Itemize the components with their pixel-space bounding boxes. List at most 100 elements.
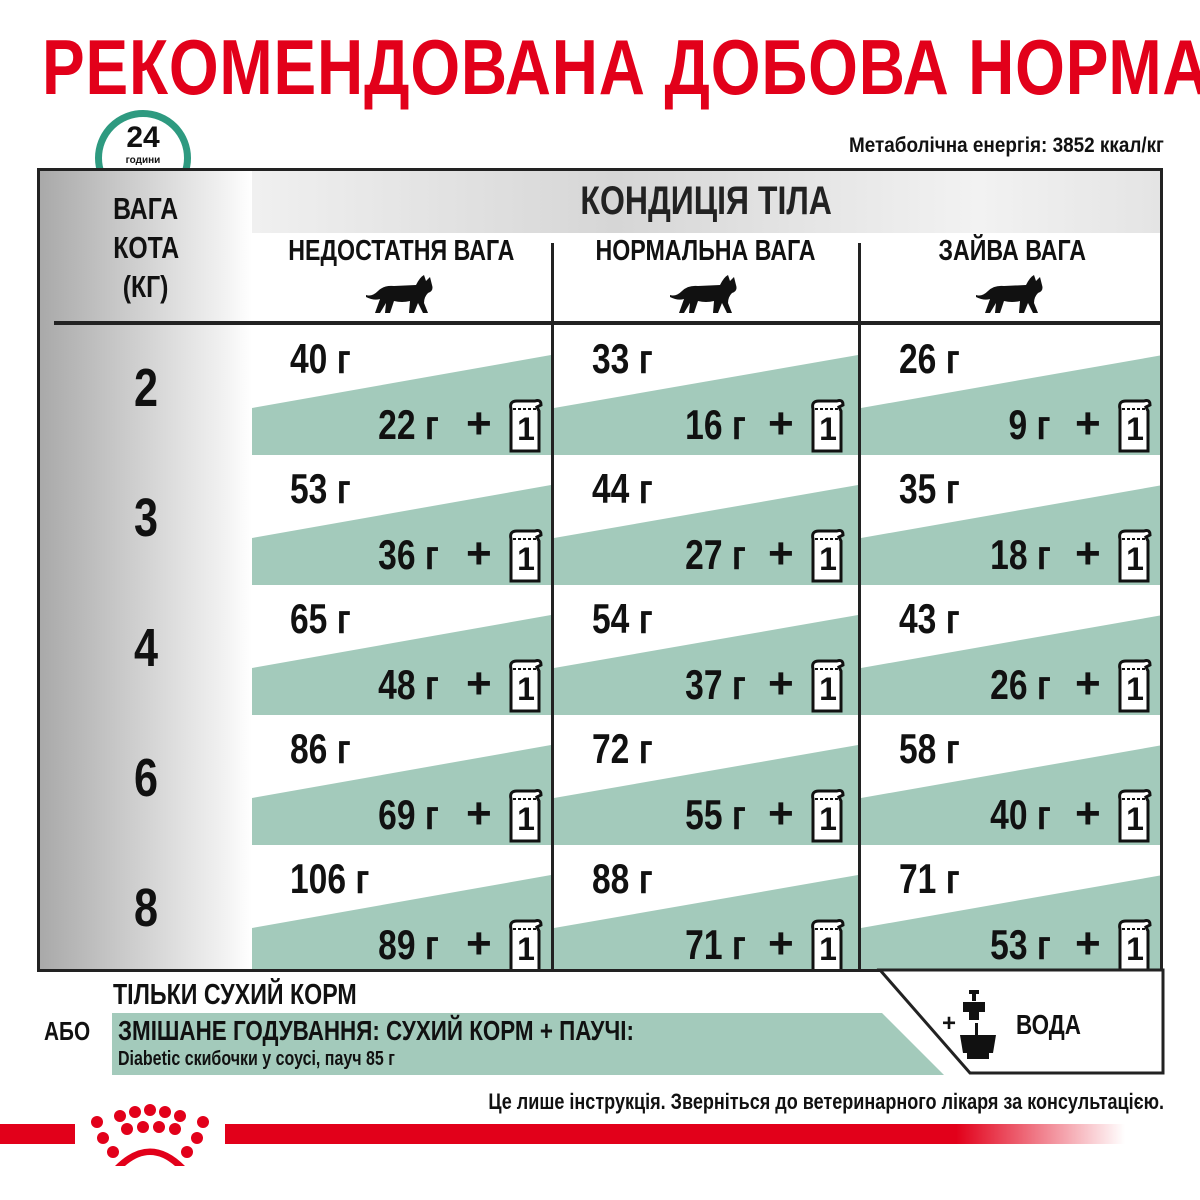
plus-sign: + — [466, 789, 492, 838]
cat-weight: 3 — [133, 488, 159, 548]
pouch-icon: 1 — [809, 527, 845, 585]
plus-sign: + — [768, 789, 794, 838]
dry-only-amount: 54 г — [592, 595, 653, 642]
mixed-dry-amount: 27 г — [685, 531, 746, 578]
dry-only-amount: 86 г — [290, 725, 351, 772]
feeding-cell: 71 г 53 г +1 — [861, 845, 1160, 969]
feeding-cell: 54 г 37 г +1 — [554, 585, 858, 715]
feeding-cell: 33 г 16 г +1 — [554, 325, 858, 455]
dry-only-amount: 65 г — [290, 595, 351, 642]
mixed-dry-amount: 22 г — [378, 401, 439, 448]
page-title: РЕКОМЕНДОВАНА ДОБОВА НОРМА — [42, 23, 1200, 111]
mixed-dry-amount: 55 г — [685, 791, 746, 838]
water-plus: + — [942, 1010, 957, 1037]
metabolic-energy: Метаболічна енергія: 3852 ккал/кг — [849, 134, 1164, 157]
dry-only-amount: 58 г — [899, 725, 960, 772]
weight-header: ВАГА КОТА (КГ) — [113, 191, 179, 304]
mixed-dry-amount: 40 г — [990, 791, 1051, 838]
plus-sign: + — [768, 399, 794, 448]
divider — [54, 321, 1160, 325]
plus-sign: + — [1075, 659, 1101, 708]
plus-sign: + — [1075, 919, 1101, 968]
dry-only-amount: 106 г — [290, 855, 370, 902]
cat-weight: 6 — [133, 748, 159, 808]
water-box — [876, 968, 1165, 1075]
dry-only-amount: 44 г — [592, 465, 653, 512]
column-header: НЕДОСТАТНЯ ВАГА — [252, 233, 551, 323]
pouch-icon: 1 — [1116, 917, 1152, 969]
or-label: АБО — [44, 1016, 91, 1046]
mixed-dry-amount: 37 г — [685, 661, 746, 708]
feeding-cell: 26 г 9 г +1 — [861, 325, 1160, 455]
feeding-cell: 43 г 26 г +1 — [861, 585, 1160, 715]
cat-icon — [554, 273, 858, 323]
plus-sign: + — [1075, 529, 1101, 578]
pouch-icon: 1 — [809, 917, 845, 969]
dry-only-amount: 26 г — [899, 335, 960, 382]
column-header: НОРМАЛЬНА ВАГА — [554, 233, 858, 323]
mixed-dry-amount: 18 г — [990, 531, 1051, 578]
pouch-icon: 1 — [507, 917, 543, 969]
cat-weight: 4 — [133, 618, 159, 678]
plus-sign: + — [768, 659, 794, 708]
plus-sign: + — [1075, 789, 1101, 838]
pouch-icon: 1 — [809, 787, 845, 845]
column-header: ЗАЙВА ВАГА — [861, 233, 1160, 323]
mixed-dry-amount: 16 г — [685, 401, 746, 448]
dry-only-amount: 72 г — [592, 725, 653, 772]
feeding-cell: 65 г 48 г +1 — [252, 585, 551, 715]
disclaimer: Це лише інструкція. Зверніться до ветери… — [488, 1089, 1164, 1114]
plus-sign: + — [768, 919, 794, 968]
cat-weight: 2 — [133, 358, 159, 418]
feeding-table: ВАГА КОТА (КГ) КОНДИЦІЯ ТІЛА НЕДОСТАТНЯ … — [37, 168, 1163, 972]
pouch-icon: 1 — [507, 787, 543, 845]
cat-icon — [252, 273, 551, 323]
dry-only-amount: 88 г — [592, 855, 653, 902]
mixed-dry-amount: 71 г — [685, 921, 746, 968]
dry-only-amount: 53 г — [290, 465, 351, 512]
mixed-dry-amount: 89 г — [378, 921, 439, 968]
feeding-cell: 106 г 89 г +1 — [252, 845, 551, 969]
dry-only-amount: 43 г — [899, 595, 960, 642]
plus-sign: + — [466, 529, 492, 578]
feeding-cell: 88 г 71 г +1 — [554, 845, 858, 969]
feeding-cell: 86 г 69 г +1 — [252, 715, 551, 845]
mixed-feeding-detail: Diabetic скибочки у соусі, пауч 85 г — [118, 1048, 395, 1070]
mixed-feeding-label: ЗМІШАНЕ ГОДУВАННЯ: СУХИЙ КОРМ + ПАУЧІ: — [118, 1015, 634, 1046]
cat-weight: 8 — [133, 878, 159, 938]
feeding-cell: 72 г 55 г +1 — [554, 715, 858, 845]
feeding-cell: 40 г 22 г +1 — [252, 325, 551, 455]
pouch-icon: 1 — [1116, 657, 1152, 715]
pouch-icon: 1 — [507, 397, 543, 455]
cat-icon — [861, 273, 1160, 323]
mixed-feeding-band — [112, 1013, 944, 1075]
mixed-dry-amount: 53 г — [990, 921, 1051, 968]
divider — [551, 243, 554, 969]
water-tap-icon — [960, 990, 996, 1059]
pouch-icon: 1 — [1116, 787, 1152, 845]
mixed-dry-amount: 9 г — [1008, 401, 1051, 448]
pouch-icon: 1 — [507, 527, 543, 585]
pouch-icon: 1 — [507, 657, 543, 715]
dry-only-amount: 35 г — [899, 465, 960, 512]
plus-sign: + — [466, 399, 492, 448]
brand-stripe — [0, 1124, 1125, 1144]
mixed-dry-amount: 48 г — [378, 661, 439, 708]
plus-sign: + — [466, 919, 492, 968]
divider — [858, 243, 861, 969]
pouch-icon: 1 — [1116, 527, 1152, 585]
plus-sign: + — [466, 659, 492, 708]
dry-only-amount: 33 г — [592, 335, 653, 382]
feeding-cell: 35 г 18 г +1 — [861, 455, 1160, 585]
plus-sign: + — [1075, 399, 1101, 448]
mixed-dry-amount: 69 г — [378, 791, 439, 838]
feeding-cell: 44 г 27 г +1 — [554, 455, 858, 585]
feeding-cell: 58 г 40 г +1 — [861, 715, 1160, 845]
dry-only-amount: 71 г — [899, 855, 960, 902]
mixed-dry-amount: 36 г — [378, 531, 439, 578]
pouch-icon: 1 — [809, 657, 845, 715]
pouch-icon: 1 — [1116, 397, 1152, 455]
dry-only-amount: 40 г — [290, 335, 351, 382]
royal-canin-crown-logo — [75, 1096, 225, 1166]
pouch-icon: 1 — [809, 397, 845, 455]
